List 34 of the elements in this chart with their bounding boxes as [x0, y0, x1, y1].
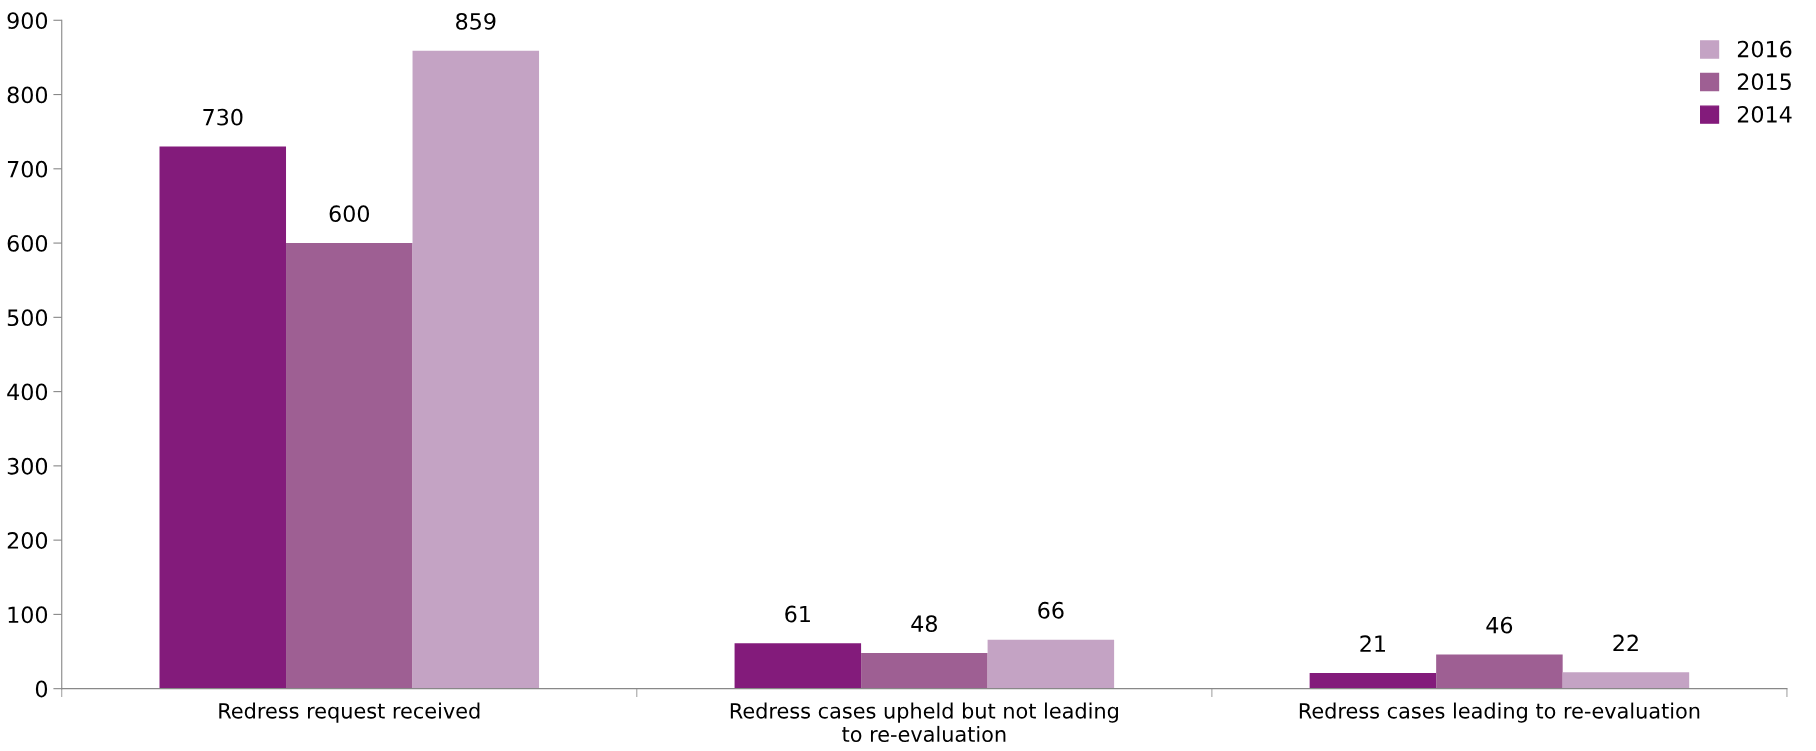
y-tick-label: 500 [7, 309, 48, 327]
y-tick-label: 300 [7, 457, 48, 475]
bar [412, 50, 540, 689]
legend-label: 2014 [1737, 105, 1792, 123]
data-label: 22 [1613, 634, 1638, 652]
x-tick-label: Redress cases upheld but not leading to re-evaluation [730, 702, 1118, 743]
bar [987, 639, 1115, 689]
data-label: 48 [911, 615, 937, 633]
bar [861, 653, 988, 689]
legend-label: 2015 [1737, 73, 1791, 91]
x-tick-label: Redress cases leading to re-evaluation [1299, 702, 1700, 723]
data-label: 66 [1038, 601, 1064, 619]
bar [159, 146, 287, 689]
bar [286, 243, 413, 689]
y-tick-label: 0 [35, 680, 48, 698]
y-tick-label: 900 [7, 12, 48, 30]
y-tick-label: 700 [7, 160, 48, 178]
bar [1436, 654, 1563, 689]
data-label: 859 [456, 12, 496, 30]
data-label: 21 [1360, 635, 1385, 652]
y-tick-label: 100 [8, 606, 48, 624]
data-label: 730 [203, 108, 243, 126]
legend-label: 2016 [1737, 40, 1792, 58]
y-tick-label: 600 [7, 235, 48, 252]
y-tick-label: 800 [7, 86, 48, 104]
data-label: 61 [785, 605, 810, 623]
y-tick-label: 400 [7, 383, 48, 401]
data-label: 46 [1486, 616, 1513, 634]
data-label: 600 [329, 205, 370, 223]
x-tick-label: Redress request received [219, 702, 480, 723]
bar [734, 643, 862, 689]
bar [1562, 672, 1690, 689]
y-tick-label: 200 [7, 532, 48, 549]
bar [1309, 673, 1437, 689]
